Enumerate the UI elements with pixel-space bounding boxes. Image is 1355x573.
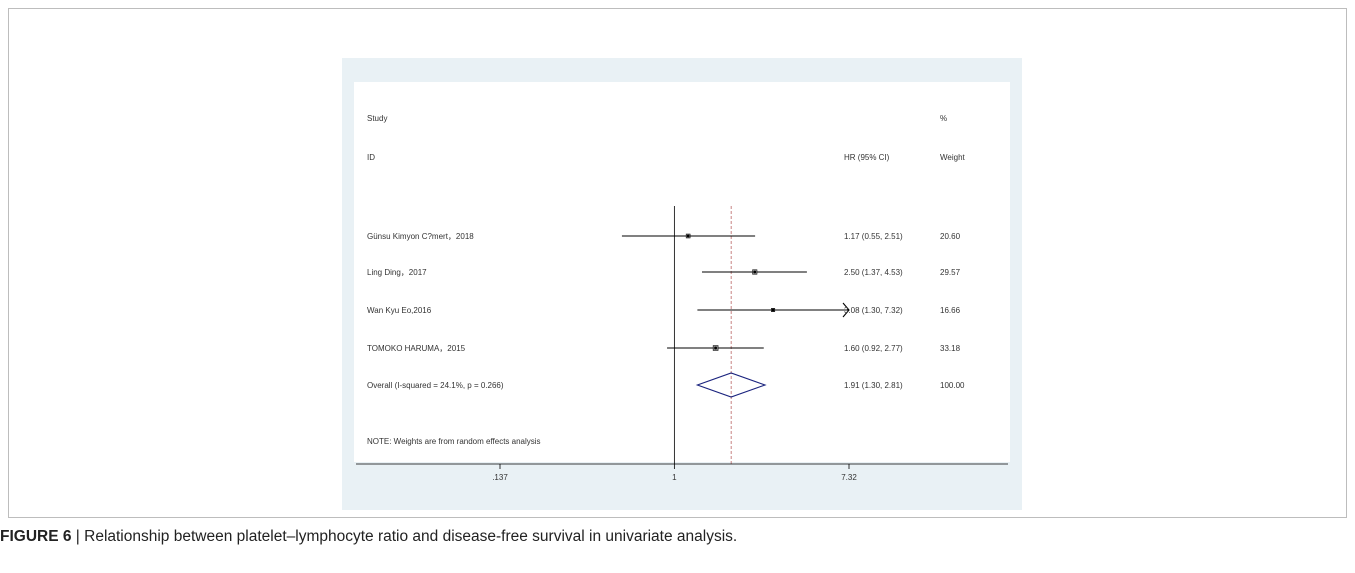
study-label: TOMOKO HARUMA，2015 (367, 344, 466, 353)
forest-plot: Study ID HR (95% CI) % Weight Günsu Kimy… (354, 82, 1010, 482)
figure-label: FIGURE 6 (0, 528, 72, 545)
header-hr: HR (95% CI) (844, 153, 890, 162)
hr-ci-value: 2.50 (1.37, 4.53) (844, 268, 903, 277)
x-tick-label: 7.32 (841, 473, 857, 482)
overall-label: Overall (I-squared = 24.1%, p = 0.266) (367, 381, 504, 390)
point-estimate (686, 234, 690, 238)
header-percent: % (940, 114, 947, 123)
x-tick-label: .137 (492, 473, 508, 482)
weights-note: NOTE: Weights are from random effects an… (367, 437, 541, 446)
overall-weight: 100.00 (940, 381, 965, 390)
point-estimate (753, 270, 757, 274)
ci-arrow (842, 302, 850, 318)
caption-text: Relationship between platelet–lymphocyte… (84, 528, 738, 545)
study-label: Günsu Kimyon C?mert，2018 (367, 232, 474, 241)
header-id: ID (367, 153, 375, 162)
point-estimate (771, 308, 775, 312)
header-weight: Weight (940, 153, 966, 162)
header-study: Study (367, 114, 387, 123)
overall-diamond (695, 372, 767, 398)
plot-area (354, 82, 1010, 462)
hr-ci-value: 3.08 (1.30, 7.32) (844, 306, 903, 315)
caption-separator: | (71, 528, 85, 545)
study-label: Ling Ding，2017 (367, 268, 427, 277)
hr-ci-value: 1.17 (0.55, 2.51) (844, 232, 903, 241)
weight-value: 33.18 (940, 344, 961, 353)
figure-caption: FIGURE 6 | Relationship between platelet… (0, 528, 1355, 552)
weight-value: 29.57 (940, 268, 961, 277)
weight-value: 20.60 (940, 232, 961, 241)
overall-hr-ci: 1.91 (1.30, 2.81) (844, 381, 903, 390)
hr-ci-value: 1.60 (0.92, 2.77) (844, 344, 903, 353)
weight-value: 16.66 (940, 306, 961, 315)
x-tick-label: 1 (672, 473, 677, 482)
point-estimate (714, 346, 718, 350)
study-label: Wan Kyu Eo,2016 (367, 306, 432, 315)
